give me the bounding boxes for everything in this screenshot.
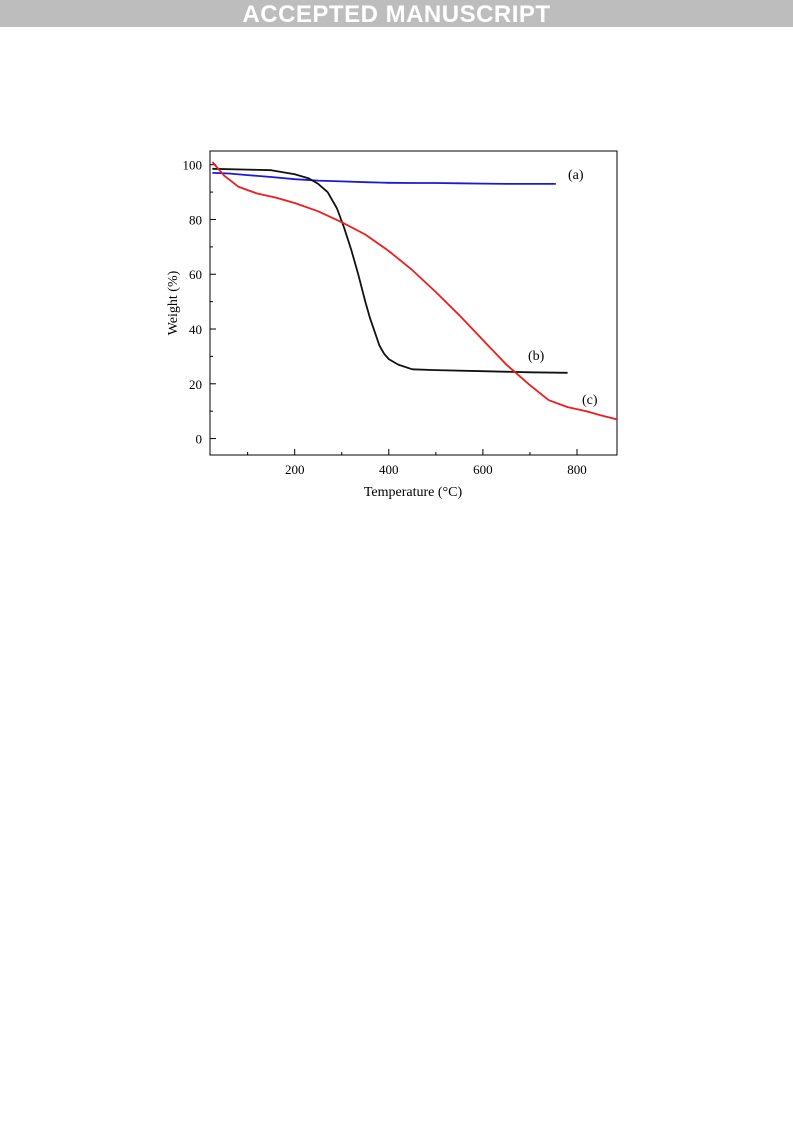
plot-frame xyxy=(209,150,618,456)
y-tick-label: 100 xyxy=(183,158,203,173)
tga-chart: 0 20 40 60 80 100 200 400 600 800 Weight (%) Tem… xyxy=(166,150,618,500)
x-tick-label: 800 xyxy=(567,462,587,477)
y-axis-label: Weight (%) xyxy=(166,270,181,335)
y-tick-label: 20 xyxy=(189,377,202,392)
x-tick-label: 200 xyxy=(285,462,305,477)
series-line-a xyxy=(212,172,556,185)
series-label-c: (c) xyxy=(582,393,598,408)
series-line-c xyxy=(211,161,618,421)
series-label-b: (b) xyxy=(528,349,545,364)
y-tick-label: 80 xyxy=(189,212,202,227)
x-tick-label: 400 xyxy=(379,462,399,477)
series-label-a: (a) xyxy=(568,168,584,183)
series-line-b xyxy=(212,167,568,374)
y-tick-label: 40 xyxy=(189,322,202,337)
x-axis-ticks: 200 400 600 800 xyxy=(247,449,587,477)
y-axis-ticks: 0 20 40 60 80 100 xyxy=(183,158,216,447)
tga-figure: 0 20 40 60 80 100 200 400 600 800 Weight (%) Tem… xyxy=(0,0,793,520)
x-axis-label: Temperature (°C) xyxy=(364,485,463,500)
accepted-manuscript-banner: ACCEPTED MANUSCRIPT xyxy=(0,0,793,28)
y-tick-label: 0 xyxy=(196,432,203,447)
y-tick-label: 60 xyxy=(189,267,202,282)
x-tick-label: 600 xyxy=(473,462,493,477)
series-layer xyxy=(211,161,618,421)
